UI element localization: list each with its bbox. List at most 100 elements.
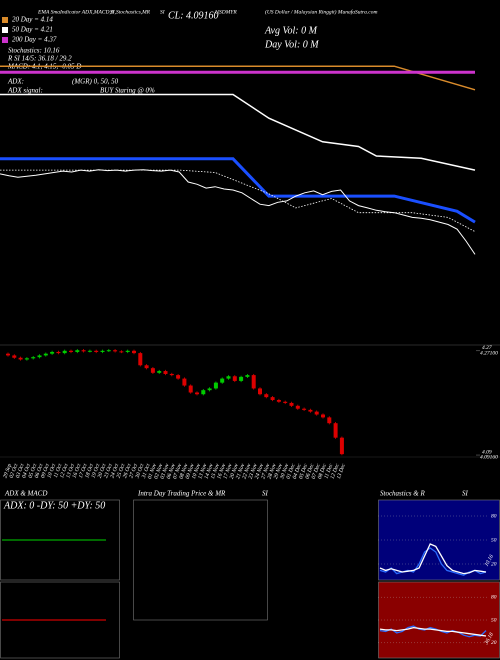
ma-line bbox=[0, 169, 476, 232]
x-tick-label: 21 Nov bbox=[235, 463, 246, 480]
y-tick-label: 50 bbox=[491, 537, 497, 543]
candle-body bbox=[113, 350, 118, 352]
candle-body bbox=[270, 397, 275, 401]
candle-body bbox=[6, 353, 10, 356]
adx: ADX: bbox=[7, 78, 24, 86]
ma-line bbox=[0, 93, 476, 171]
candle-body bbox=[176, 375, 181, 379]
candle-body bbox=[283, 401, 288, 403]
candle-body bbox=[43, 353, 48, 356]
candle-body bbox=[125, 350, 130, 352]
x-tick-label: 16 Nov bbox=[216, 463, 227, 480]
x-tick-label: 16 Oct bbox=[72, 463, 83, 479]
x-tick-label: 05 Oct bbox=[28, 463, 39, 479]
symbol: USDMYR bbox=[215, 9, 237, 15]
x-tick-label: 22 Nov bbox=[241, 463, 252, 480]
x-tick-label: 10 Nov bbox=[191, 463, 202, 480]
candle-body bbox=[81, 350, 86, 352]
x-tick-label: 09 Nov bbox=[185, 463, 196, 480]
x-tick-label: 27 Nov bbox=[260, 463, 271, 480]
ma-line bbox=[0, 157, 476, 224]
instrument-name: (US Dollar / Malaysian Ringgit) MunafaSu… bbox=[265, 8, 377, 15]
candle-body bbox=[264, 394, 269, 398]
x-tick-label: 30 Nov bbox=[279, 463, 291, 481]
x-tick-label: 03 Oct bbox=[15, 463, 26, 479]
candle-body bbox=[62, 350, 67, 354]
x-tick-label: 29 Sep bbox=[2, 463, 13, 479]
x-tick-label: 13 Dec bbox=[336, 463, 347, 480]
candle-body bbox=[333, 423, 338, 438]
candle-body bbox=[18, 357, 23, 360]
x-tick-label: 13 Oct bbox=[65, 463, 76, 479]
candle-body bbox=[94, 350, 99, 352]
candle-body bbox=[163, 371, 168, 374]
candle-body bbox=[24, 358, 29, 360]
y-tick-label: 20 bbox=[491, 640, 497, 646]
legend-swatch bbox=[2, 37, 8, 43]
avg-volume: Avg Vol: 0 M bbox=[264, 25, 318, 36]
indicator-line bbox=[379, 626, 487, 637]
x-tick-label: 25 Oct bbox=[116, 463, 127, 479]
candle-body bbox=[75, 350, 80, 352]
candle-body bbox=[138, 353, 143, 366]
candle-body bbox=[132, 350, 136, 354]
x-tick-label: 07 Nov bbox=[172, 463, 183, 480]
price-line bbox=[0, 169, 476, 255]
candle-body bbox=[226, 376, 231, 379]
x-tick-label: 17 Nov bbox=[223, 463, 234, 480]
panel-title: Intra Day Trading Price & MR bbox=[137, 490, 226, 498]
close-price: CL: 4.09160 bbox=[168, 10, 219, 21]
candle-body bbox=[239, 376, 244, 381]
candle-body bbox=[106, 350, 111, 352]
x-tick-label: 27 Oct bbox=[128, 463, 139, 479]
panel-title: ADX & MACD bbox=[4, 490, 47, 498]
candle-body bbox=[50, 351, 55, 354]
candle-body bbox=[169, 373, 174, 376]
panel bbox=[133, 499, 268, 621]
x-tick-label: 11 Dec bbox=[323, 463, 334, 480]
x-tick-label: 06 Nov bbox=[166, 463, 177, 480]
x-tick-label: 23 Nov bbox=[248, 463, 259, 480]
candle-body bbox=[195, 392, 199, 395]
x-tick-label: 01 Dec bbox=[286, 463, 297, 480]
x-tick-label: 24 Oct bbox=[109, 462, 121, 479]
x-tick-label: 12 Dec bbox=[330, 463, 341, 480]
x-tick-label: 15 Nov bbox=[210, 463, 221, 480]
candle-body bbox=[201, 390, 206, 395]
x-tick-label: 06 Oct bbox=[34, 463, 45, 479]
x-tick-label: 23 Oct bbox=[103, 463, 114, 479]
x-tick-label: 08 Nov bbox=[178, 463, 189, 480]
x-tick-label: 26 Oct bbox=[122, 463, 133, 479]
y-tick-label: 80 bbox=[491, 513, 497, 519]
x-tick-label: 20 Nov bbox=[229, 463, 240, 480]
x-tick-label: 30 Oct bbox=[134, 463, 145, 480]
y-tick-label: 80 bbox=[491, 594, 497, 600]
candle-body bbox=[302, 408, 307, 410]
x-tick-label: 20 Oct bbox=[97, 463, 108, 479]
x-tick-label: 01 Nov bbox=[147, 463, 158, 480]
candle-body bbox=[69, 350, 73, 352]
candle-body bbox=[87, 350, 92, 352]
x-tick-label: 07 Dec bbox=[311, 463, 322, 480]
candle-body bbox=[182, 378, 187, 386]
price-label: 4.27100 bbox=[480, 349, 498, 356]
x-tick-label: 02 Oct bbox=[9, 463, 20, 479]
source: SI,Stochastics,MR bbox=[110, 9, 151, 15]
candle-body bbox=[258, 388, 262, 395]
x-tick-label: 03 Nov bbox=[160, 463, 171, 480]
adx-signal: ADX signal: bbox=[7, 87, 43, 95]
candle-body bbox=[207, 388, 212, 391]
candle-body bbox=[327, 417, 332, 424]
rsi: R SI 14/5: 36.18 / 29.2 bbox=[7, 55, 72, 63]
candle-body bbox=[220, 378, 225, 383]
candle-body bbox=[314, 411, 319, 415]
x-tick-label: 18 Oct bbox=[84, 463, 95, 479]
candle-body bbox=[276, 400, 281, 402]
legend-swatch bbox=[2, 27, 8, 33]
candle-body bbox=[150, 368, 155, 373]
x-tick-label: 02 Nov bbox=[153, 463, 164, 480]
legend-label: 20 Day = 4.14 bbox=[12, 16, 53, 24]
ma-line bbox=[0, 65, 476, 91]
source: SI bbox=[160, 9, 166, 15]
panel-label: ADX: 0 -DY: 50 +DY: 50 bbox=[3, 500, 105, 511]
